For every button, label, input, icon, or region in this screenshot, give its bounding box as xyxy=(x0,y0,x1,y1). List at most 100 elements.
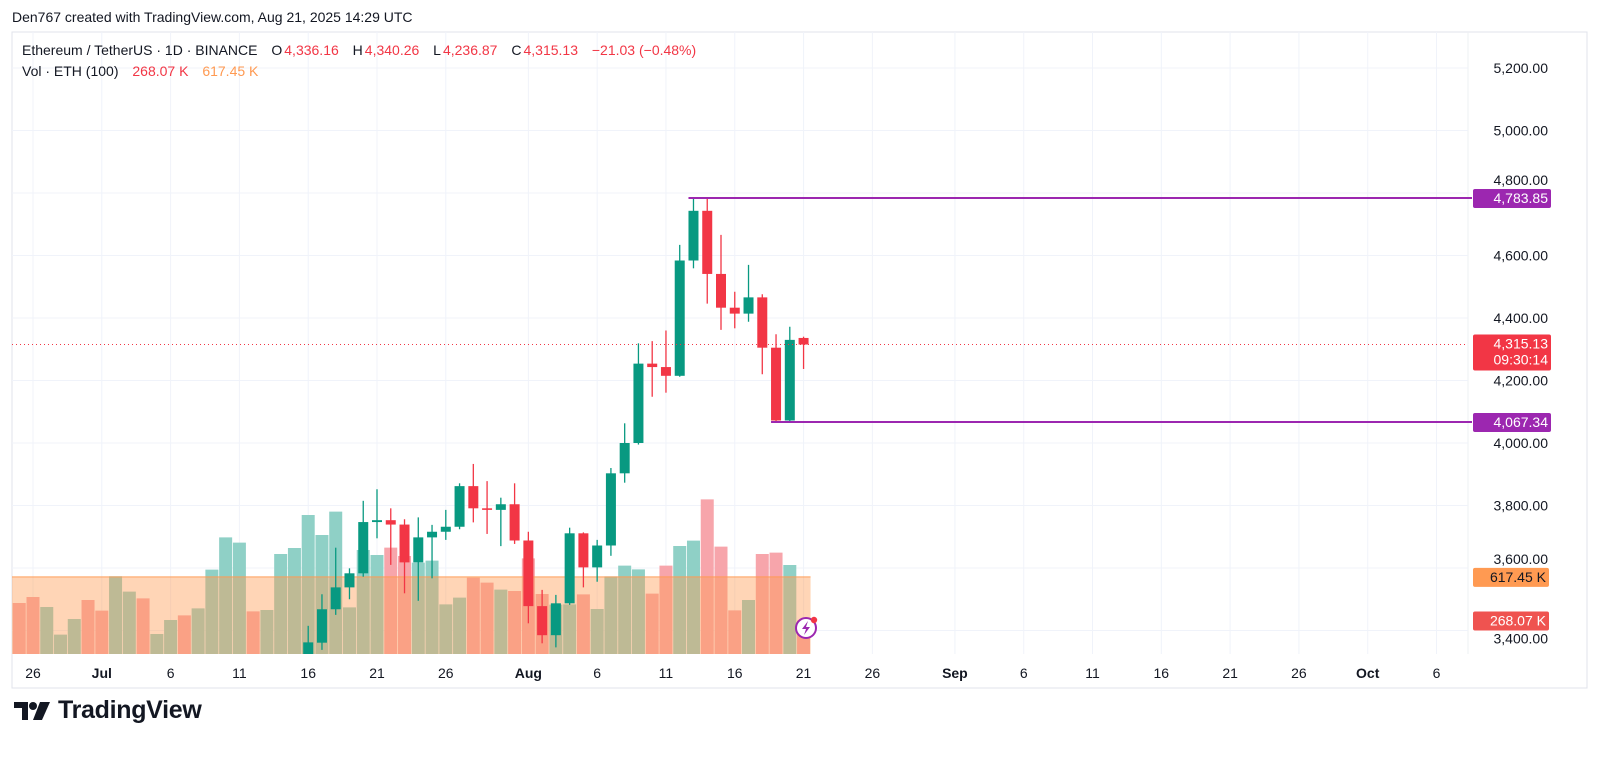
open-label: O xyxy=(271,42,283,58)
candle-body xyxy=(482,508,493,510)
volume-bar xyxy=(274,554,288,654)
candle-body xyxy=(564,533,575,604)
candle-body xyxy=(523,540,534,607)
volume-bar xyxy=(205,569,219,654)
level-price-label: 4,783.85 xyxy=(1494,190,1549,206)
last-price-label: 4,315.13 xyxy=(1494,336,1549,352)
volume-bar xyxy=(673,546,687,654)
candle-body xyxy=(729,307,740,314)
alert-bolt-icon[interactable] xyxy=(795,616,818,639)
candle-body xyxy=(605,473,616,546)
time-tick-label: 11 xyxy=(1085,665,1100,681)
legend-volume-row: Vol · ETH (100) 268.07 K 617.45 K xyxy=(22,61,698,82)
volume-bar xyxy=(384,547,398,654)
volume-bar xyxy=(67,619,81,654)
volume-bar xyxy=(604,576,618,654)
volume-bar xyxy=(480,582,494,654)
candle-body xyxy=(743,297,754,314)
volume-bar xyxy=(26,597,40,654)
time-tick-label: 21 xyxy=(369,665,385,681)
candle-body xyxy=(798,337,809,345)
volume-bar xyxy=(12,603,26,654)
bar-countdown-label: 09:30:14 xyxy=(1494,352,1549,368)
volume-value-label: 268.07 K xyxy=(1490,612,1547,628)
volume-bar xyxy=(686,540,700,654)
candle-body xyxy=(344,573,355,588)
volume-bar xyxy=(563,604,577,654)
volume-bar xyxy=(453,597,467,654)
volume-bar xyxy=(439,604,453,654)
volume-bar xyxy=(411,562,425,654)
volume-indicator-title[interactable]: Vol · ETH (100) xyxy=(22,63,119,79)
volume-bar xyxy=(219,537,233,654)
time-tick-label: 21 xyxy=(796,665,812,681)
volume-bar xyxy=(356,550,370,654)
candle-body xyxy=(385,520,396,525)
price-tick-label: 4,800.00 xyxy=(1494,172,1549,188)
volume-ma-value: 617.45 K xyxy=(202,63,259,79)
price-axis[interactable]: 5,200.00 5,000.00 4,800.00 4,600.00 4,400.00… xyxy=(1494,60,1549,646)
volume-bar xyxy=(191,608,205,654)
candle-body xyxy=(358,522,369,574)
price-tick-label: 3,600.00 xyxy=(1494,551,1549,567)
overlay-lines xyxy=(12,197,1472,423)
volume-bar xyxy=(714,546,728,654)
level-price-tag xyxy=(1473,189,1551,209)
volume-value-label: 617.45 K xyxy=(1490,569,1547,585)
tradingview-logo-icon xyxy=(14,701,50,720)
legend-price-row: Ethereum / TetherUS · 1D · BINANCE O 4,33… xyxy=(22,40,698,61)
volume-bar xyxy=(122,591,136,654)
time-tick-label: 11 xyxy=(659,665,674,681)
candle-body xyxy=(427,531,438,538)
chart-legend: Ethereum / TetherUS · 1D · BINANCE O 4,33… xyxy=(22,40,698,82)
time-tick-label: 26 xyxy=(1291,665,1307,681)
price-tick-label: 4,600.00 xyxy=(1494,248,1549,264)
time-tick-label: 11 xyxy=(232,665,247,681)
candle-body xyxy=(660,367,671,376)
tradingview-logo[interactable]: TradingView xyxy=(14,696,202,725)
price-tick-label: 4,400.00 xyxy=(1494,310,1549,326)
level-price-tag xyxy=(1473,412,1551,432)
volume-bar xyxy=(81,600,95,654)
volume-bar xyxy=(618,565,632,654)
candle-body xyxy=(413,537,424,563)
price-tick-label: 5,000.00 xyxy=(1494,123,1549,139)
time-tick-label: 26 xyxy=(438,665,454,681)
volume-bar xyxy=(370,555,384,654)
candle-body xyxy=(399,524,410,563)
volume-bar xyxy=(54,634,68,654)
volume-bar xyxy=(590,609,604,654)
volume-bar xyxy=(508,591,522,654)
candle-body xyxy=(578,533,589,568)
volume-bar xyxy=(260,610,274,654)
candle-body xyxy=(537,606,548,636)
candle-body xyxy=(509,504,520,541)
time-tick-label: 21 xyxy=(1222,665,1238,681)
volume-bar xyxy=(136,598,150,654)
time-tick-label: 6 xyxy=(1020,665,1028,681)
candle-body xyxy=(330,587,341,610)
time-tick-label: 16 xyxy=(727,665,743,681)
time-axis[interactable]: 26 Jul 6 11 16 21 26 Aug 6 11 16 21 26 Sep 6 11 16 21 26 Oc… xyxy=(25,665,1440,681)
time-tick-label: 6 xyxy=(1433,665,1441,681)
volume-bar xyxy=(576,594,590,654)
time-tick-label: 6 xyxy=(167,665,175,681)
chart-credit: Den767 created with TradingView.com, Aug… xyxy=(12,9,413,25)
volume-bar xyxy=(631,569,645,654)
candle-body xyxy=(372,520,382,523)
chart-frame xyxy=(11,31,1588,689)
volume-value-tag xyxy=(1473,567,1549,587)
price-tick-label: 4,000.00 xyxy=(1494,435,1549,451)
volume-bar xyxy=(728,610,742,654)
price-tick-label: 3,800.00 xyxy=(1494,498,1549,514)
close-value: 4,315.13 xyxy=(523,42,578,58)
volume-bar xyxy=(783,565,797,654)
candle-body xyxy=(647,363,658,368)
close-label: C xyxy=(511,42,522,58)
volume-bar xyxy=(95,610,109,654)
volume-bar xyxy=(742,600,756,654)
volume-bar xyxy=(164,620,178,654)
symbol-title[interactable]: Ethereum / TetherUS · 1D · BINANCE xyxy=(22,42,258,58)
volume-bar xyxy=(287,548,301,654)
